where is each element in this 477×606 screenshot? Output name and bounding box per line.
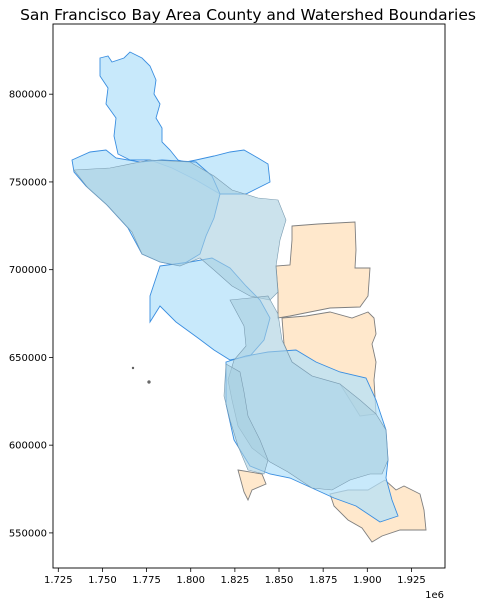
y-tick-label: 700000 xyxy=(9,265,47,276)
x-tick-label: 1.800 xyxy=(176,575,205,586)
county-contra-costa-east xyxy=(275,221,371,319)
y-axis: 550000 600000 650000 700000 750000 800000 xyxy=(9,90,53,539)
x-axis: 1.725 1.750 1.775 1.800 1.825 1.850 1.875 1.900… xyxy=(44,568,426,586)
chart-title: San Francisco Bay Area County and Waters… xyxy=(20,6,476,24)
x-tick-label: 1.775 xyxy=(132,575,161,586)
x-tick-label: 1.875 xyxy=(309,575,338,586)
watershed-napa-north xyxy=(99,51,271,195)
map-area xyxy=(71,51,427,543)
overlap-peninsula xyxy=(223,363,269,475)
y-tick-label: 600000 xyxy=(9,441,47,452)
island-farallon xyxy=(147,380,151,384)
x-tick-label: 1.900 xyxy=(353,575,382,586)
x-tick-label: 1.850 xyxy=(265,575,294,586)
island-small xyxy=(131,366,135,370)
x-tick-label: 1.725 xyxy=(44,575,73,586)
y-tick-label: 550000 xyxy=(9,528,47,539)
y-tick-label: 750000 xyxy=(9,177,47,188)
overlap-north-bay xyxy=(73,159,287,301)
y-tick-label: 800000 xyxy=(9,90,47,101)
county-san-mateo-sliver xyxy=(237,469,267,502)
x-tick-label: 1.925 xyxy=(397,575,426,586)
x-tick-label: 1.750 xyxy=(88,575,117,586)
x-tick-label: 1.825 xyxy=(221,575,250,586)
x-axis-offset-label: 1e6 xyxy=(425,590,444,601)
axes-frame xyxy=(52,23,446,569)
y-tick-label: 650000 xyxy=(9,353,47,364)
